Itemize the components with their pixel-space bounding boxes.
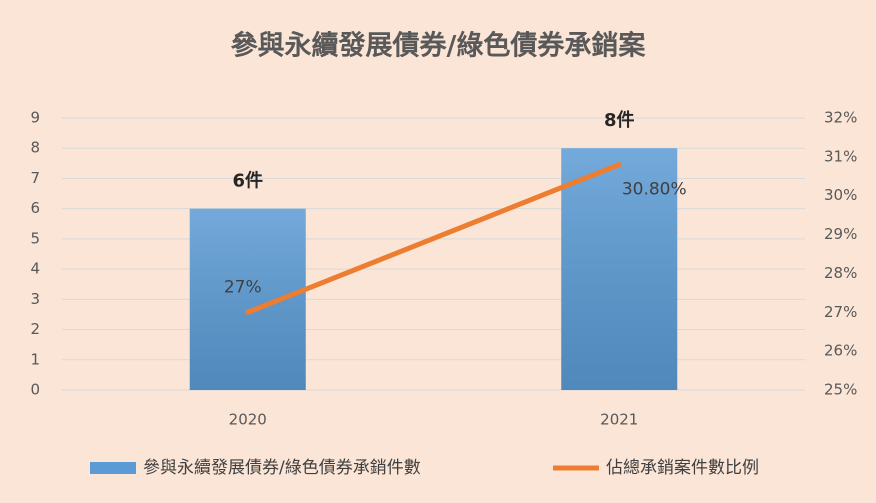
x-tick-label: 2020 xyxy=(229,411,267,429)
y2-tick-label: 27% xyxy=(824,303,857,321)
y-tick-label: 3 xyxy=(30,290,40,308)
y-tick-label: 0 xyxy=(30,381,40,399)
legend-swatch xyxy=(90,462,136,474)
y2-tick-label: 30% xyxy=(824,186,857,204)
y2-tick-label: 32% xyxy=(824,109,857,127)
y2-tick-label: 25% xyxy=(824,381,857,399)
data-label: 6件 xyxy=(232,170,263,192)
chart-title: 參與永續發展債券/綠色債券承銷案 xyxy=(231,30,647,62)
y2-tick-label: 26% xyxy=(824,342,857,360)
y-tick-label: 9 xyxy=(30,109,40,127)
line xyxy=(245,162,622,315)
bar-shade xyxy=(561,148,678,390)
y-tick-label: 7 xyxy=(30,169,40,187)
y2-tick-label: 29% xyxy=(824,225,857,243)
y-tick-label: 6 xyxy=(30,199,40,217)
data-label: 27% xyxy=(224,277,262,297)
data-label: 30.80% xyxy=(622,180,687,200)
legend-label: 佔總承銷案件數比例 xyxy=(606,458,759,478)
y-tick-label: 5 xyxy=(30,229,40,247)
bar-shade xyxy=(189,208,306,390)
legend-label: 參與永續發展債券/綠色債券承銷件數 xyxy=(143,458,421,478)
y2-tick-label: 31% xyxy=(824,147,857,165)
data-label: 8件 xyxy=(604,109,635,131)
x-tick-label: 2021 xyxy=(600,411,638,429)
y-tick-label: 1 xyxy=(30,350,40,368)
y-tick-label: 2 xyxy=(30,320,40,338)
y-tick-label: 8 xyxy=(30,139,40,157)
y2-tick-label: 28% xyxy=(824,264,857,282)
y-tick-label: 4 xyxy=(30,260,40,278)
